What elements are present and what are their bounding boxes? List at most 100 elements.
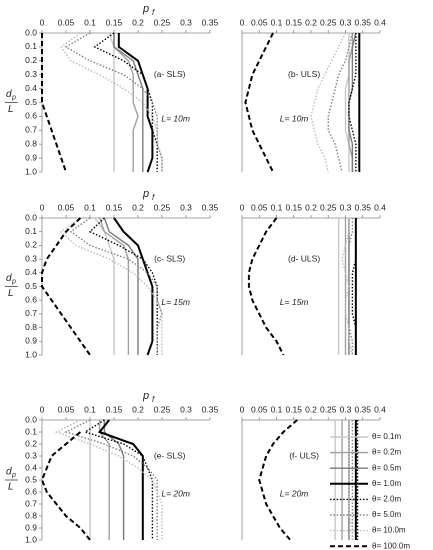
x-tick-label: 0.25: [154, 17, 171, 27]
y-tick-label: 0.4: [25, 462, 37, 472]
y-tick-label: 0.2: [25, 240, 37, 250]
x-tick-label: 0.3: [340, 202, 352, 212]
series-line: [341, 218, 354, 356]
panel-annotation: (a- SLS): [154, 69, 186, 79]
y-tick-label: 0.8: [25, 322, 37, 332]
legend-label: θ= 0.1m: [372, 432, 401, 441]
x-axis-label: p: [142, 390, 149, 402]
x-tick-label: 0.05: [251, 404, 268, 414]
series-line: [108, 32, 115, 172]
y-tick-label: 0.2: [25, 55, 37, 65]
y-tick-label: 0.9: [25, 152, 37, 162]
x-tick-label: 0.2: [305, 202, 317, 212]
panel-annotation: (b- ULS): [288, 69, 320, 79]
y-tick-label: 0.8: [25, 510, 37, 520]
y-tick-label: 0.7: [25, 125, 37, 135]
y-tick-label: 1.0: [25, 166, 37, 176]
x-tick-label: 0.3: [180, 17, 192, 27]
y-axis-label-denominator: L: [8, 288, 14, 299]
x-tick-label: 0.1: [84, 202, 96, 212]
x-tick-label: 0.4: [374, 202, 386, 212]
series-line: [244, 32, 274, 173]
y-tick-label: 0.1: [25, 226, 37, 236]
y-axis-label-denominator: L: [8, 482, 14, 493]
panel: 0 0.05 0.1 0.15 0.2 0.25 0.3 0.35 0.4 (f- ULS) L= …: [240, 404, 386, 541]
series-line: [60, 217, 163, 355]
y-axis-label-subscript: p: [11, 472, 16, 479]
series-line: [97, 419, 144, 540]
y-tick-label: 0.4: [25, 267, 37, 277]
y-tick-label: 0.5: [25, 97, 37, 107]
series-line: [348, 33, 357, 172]
series-line: [98, 217, 130, 355]
series-line: [64, 32, 163, 172]
series-line: [41, 33, 67, 173]
series-line: [88, 217, 158, 355]
series-line: [117, 33, 154, 173]
y-axis-label-subscript: p: [11, 278, 16, 285]
y-tick-label: 0.6: [25, 111, 37, 121]
x-tick-label: 0: [240, 202, 245, 212]
x-tick-label: 0.2: [132, 202, 144, 212]
x-tick-label: 0.4: [374, 17, 386, 27]
x-tick-label: 0.35: [202, 202, 219, 212]
y-tick-label: 0.3: [25, 69, 37, 79]
series-line: [40, 431, 91, 541]
series-line: [258, 419, 298, 541]
x-tick-label: 0.15: [285, 17, 302, 27]
series-line: [103, 217, 139, 355]
x-tick-label: 0.05: [58, 404, 75, 414]
series-line: [348, 218, 354, 355]
series-line: [247, 217, 285, 356]
x-tick-label: 0.1: [271, 202, 283, 212]
x-tick-label: 0.15: [285, 404, 302, 414]
x-tick-label: 0.25: [320, 202, 337, 212]
x-tick-label: 0.35: [354, 17, 371, 27]
series-line: [103, 420, 125, 540]
series-line: [344, 33, 350, 172]
series-line: [113, 217, 154, 356]
x-tick-label: 0.15: [106, 202, 123, 212]
x-axis-label: p: [142, 188, 149, 200]
series-line: [113, 33, 144, 172]
series-line: [327, 32, 354, 173]
x-tick-label: 0.05: [251, 17, 268, 27]
panel: 0 0.05 0.1 0.15 0.2 0.25 0.3 0.35 0.0 0.1 0.2 0.3 0.…: [5, 390, 219, 544]
x-tick-label: 0.1: [84, 404, 96, 414]
x-tick-label: 0.2: [305, 404, 317, 414]
x-tick-label: 0.25: [154, 202, 171, 212]
y-tick-label: 0.1: [25, 41, 37, 51]
length-label: L= 10m: [280, 113, 309, 123]
y-tick-label: 0.3: [25, 253, 37, 263]
panel: 0 0.05 0.1 0.15 0.2 0.25 0.3 0.35 0.0 0.1 0.2 0.3 0.…: [5, 3, 219, 176]
y-tick-label: 0.5: [25, 281, 37, 291]
series-line: [41, 217, 91, 356]
x-tick-label: 0.2: [305, 17, 317, 27]
x-axis-label: p: [142, 3, 149, 15]
y-tick-label: 1.0: [25, 349, 37, 359]
y-tick-label: 0.6: [25, 294, 37, 304]
series-line: [348, 420, 354, 540]
legend-label: θ= 0.5m: [372, 463, 401, 472]
x-tick-label: 0.2: [132, 404, 144, 414]
y-tick-label: 0.7: [25, 498, 37, 508]
series-line: [98, 420, 110, 540]
y-tick-label: 1.0: [25, 534, 37, 544]
x-tick-label: 0: [240, 17, 245, 27]
x-tick-label: 0.35: [202, 404, 219, 414]
panel: 0 0.05 0.1 0.15 0.2 0.25 0.3 0.35 0.0 0.1 0.2 0.3 0.…: [5, 188, 219, 359]
panel-annotation: (e- SLS): [154, 450, 186, 460]
x-tick-label: 0.05: [58, 17, 75, 27]
legend-label: θ= 10.0m: [372, 526, 406, 535]
y-tick-label: 0.9: [25, 336, 37, 346]
y-axis-label: d: [6, 467, 12, 478]
y-tick-label: 0.5: [25, 474, 37, 484]
panel-annotation: (c- SLS): [154, 253, 185, 263]
panel-annotation: (f- ULS): [289, 450, 319, 460]
legend-label: θ= 5.0m: [372, 510, 401, 519]
y-tick-label: 0.9: [25, 522, 37, 532]
x-axis-label-subscript: f: [152, 8, 155, 17]
length-label: L= 15m: [161, 297, 190, 307]
x-axis-label-subscript: f: [152, 193, 155, 202]
